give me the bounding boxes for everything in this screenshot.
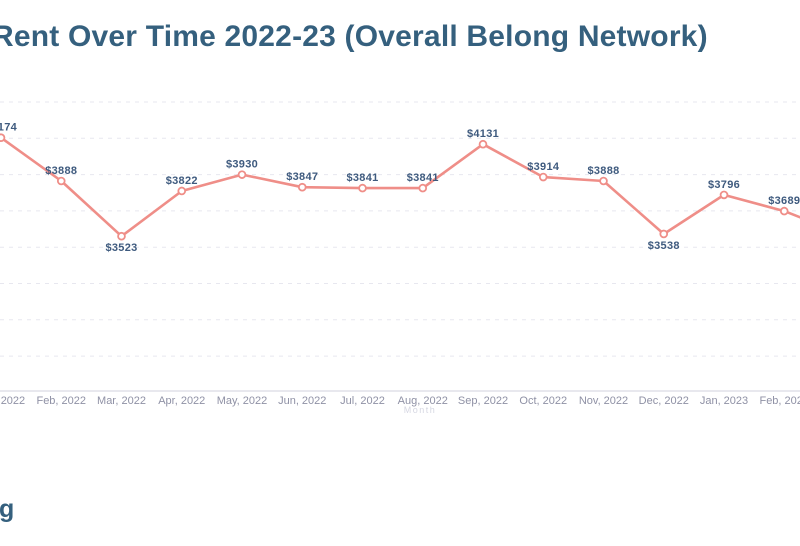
data-point-label: $3888 [587, 165, 619, 177]
x-tick-label: Jul, 2022 [340, 395, 385, 407]
x-tick-label: Jan, 2022 [0, 395, 25, 407]
data-point-label: $3523 [105, 242, 137, 254]
data-point-label: $4131 [467, 128, 499, 140]
data-point-marker[interactable] [659, 229, 669, 239]
data-point-label: $3847 [286, 171, 318, 183]
rent-series-line [0, 136, 800, 238]
x-tick-label: Mar, 2022 [97, 395, 146, 407]
data-point-label: $3914 [527, 161, 560, 173]
x-tick-label: Feb, 2022 [36, 395, 86, 407]
data-point-label: $3822 [166, 175, 198, 187]
data-point-marker[interactable] [56, 176, 66, 186]
x-tick-label: Feb, 2023 [759, 395, 800, 407]
data-point-label: $3841 [407, 172, 439, 184]
data-point-label: $3888 [45, 165, 77, 177]
x-tick-label: Jun, 2022 [278, 395, 326, 407]
data-point-marker[interactable] [177, 186, 187, 196]
data-point-marker[interactable] [358, 183, 367, 193]
x-axis-title-faint: Month [404, 405, 437, 415]
x-tick-label: Nov, 2022 [579, 395, 628, 407]
x-tick-label: Aug, 2022 [398, 395, 448, 407]
data-point-marker[interactable] [719, 190, 729, 200]
x-tick-label: May, 2022 [217, 395, 268, 407]
data-point-label: $3689 [768, 195, 800, 207]
x-tick-label: Jan, 2023 [700, 395, 748, 407]
data-point-marker[interactable] [478, 139, 488, 149]
data-point-marker[interactable] [779, 206, 789, 216]
data-point-label: $3538 [648, 240, 680, 252]
x-tick-label: Sep, 2022 [458, 395, 508, 407]
data-point-marker[interactable] [599, 176, 608, 186]
data-point-marker[interactable] [0, 133, 6, 143]
x-tick-label: Apr, 2022 [158, 395, 205, 407]
chart-title: Rent Over Time 2022-23 (Overall Belong N… [0, 20, 708, 53]
data-point-label: $3930 [226, 159, 258, 171]
data-point-marker[interactable] [538, 172, 548, 182]
data-point-marker[interactable] [237, 170, 247, 179]
data-point-marker[interactable] [297, 182, 307, 192]
data-point-label: $3841 [346, 172, 378, 184]
x-tick-label: Dec, 2022 [639, 395, 689, 407]
data-point-label: $3796 [708, 179, 740, 191]
x-tick-label: Oct, 2022 [519, 395, 567, 407]
data-point-label: $4174 [0, 122, 18, 134]
data-point-marker[interactable] [418, 183, 428, 193]
belong-logo-partial: g [0, 495, 15, 523]
data-point-marker[interactable] [117, 231, 126, 241]
